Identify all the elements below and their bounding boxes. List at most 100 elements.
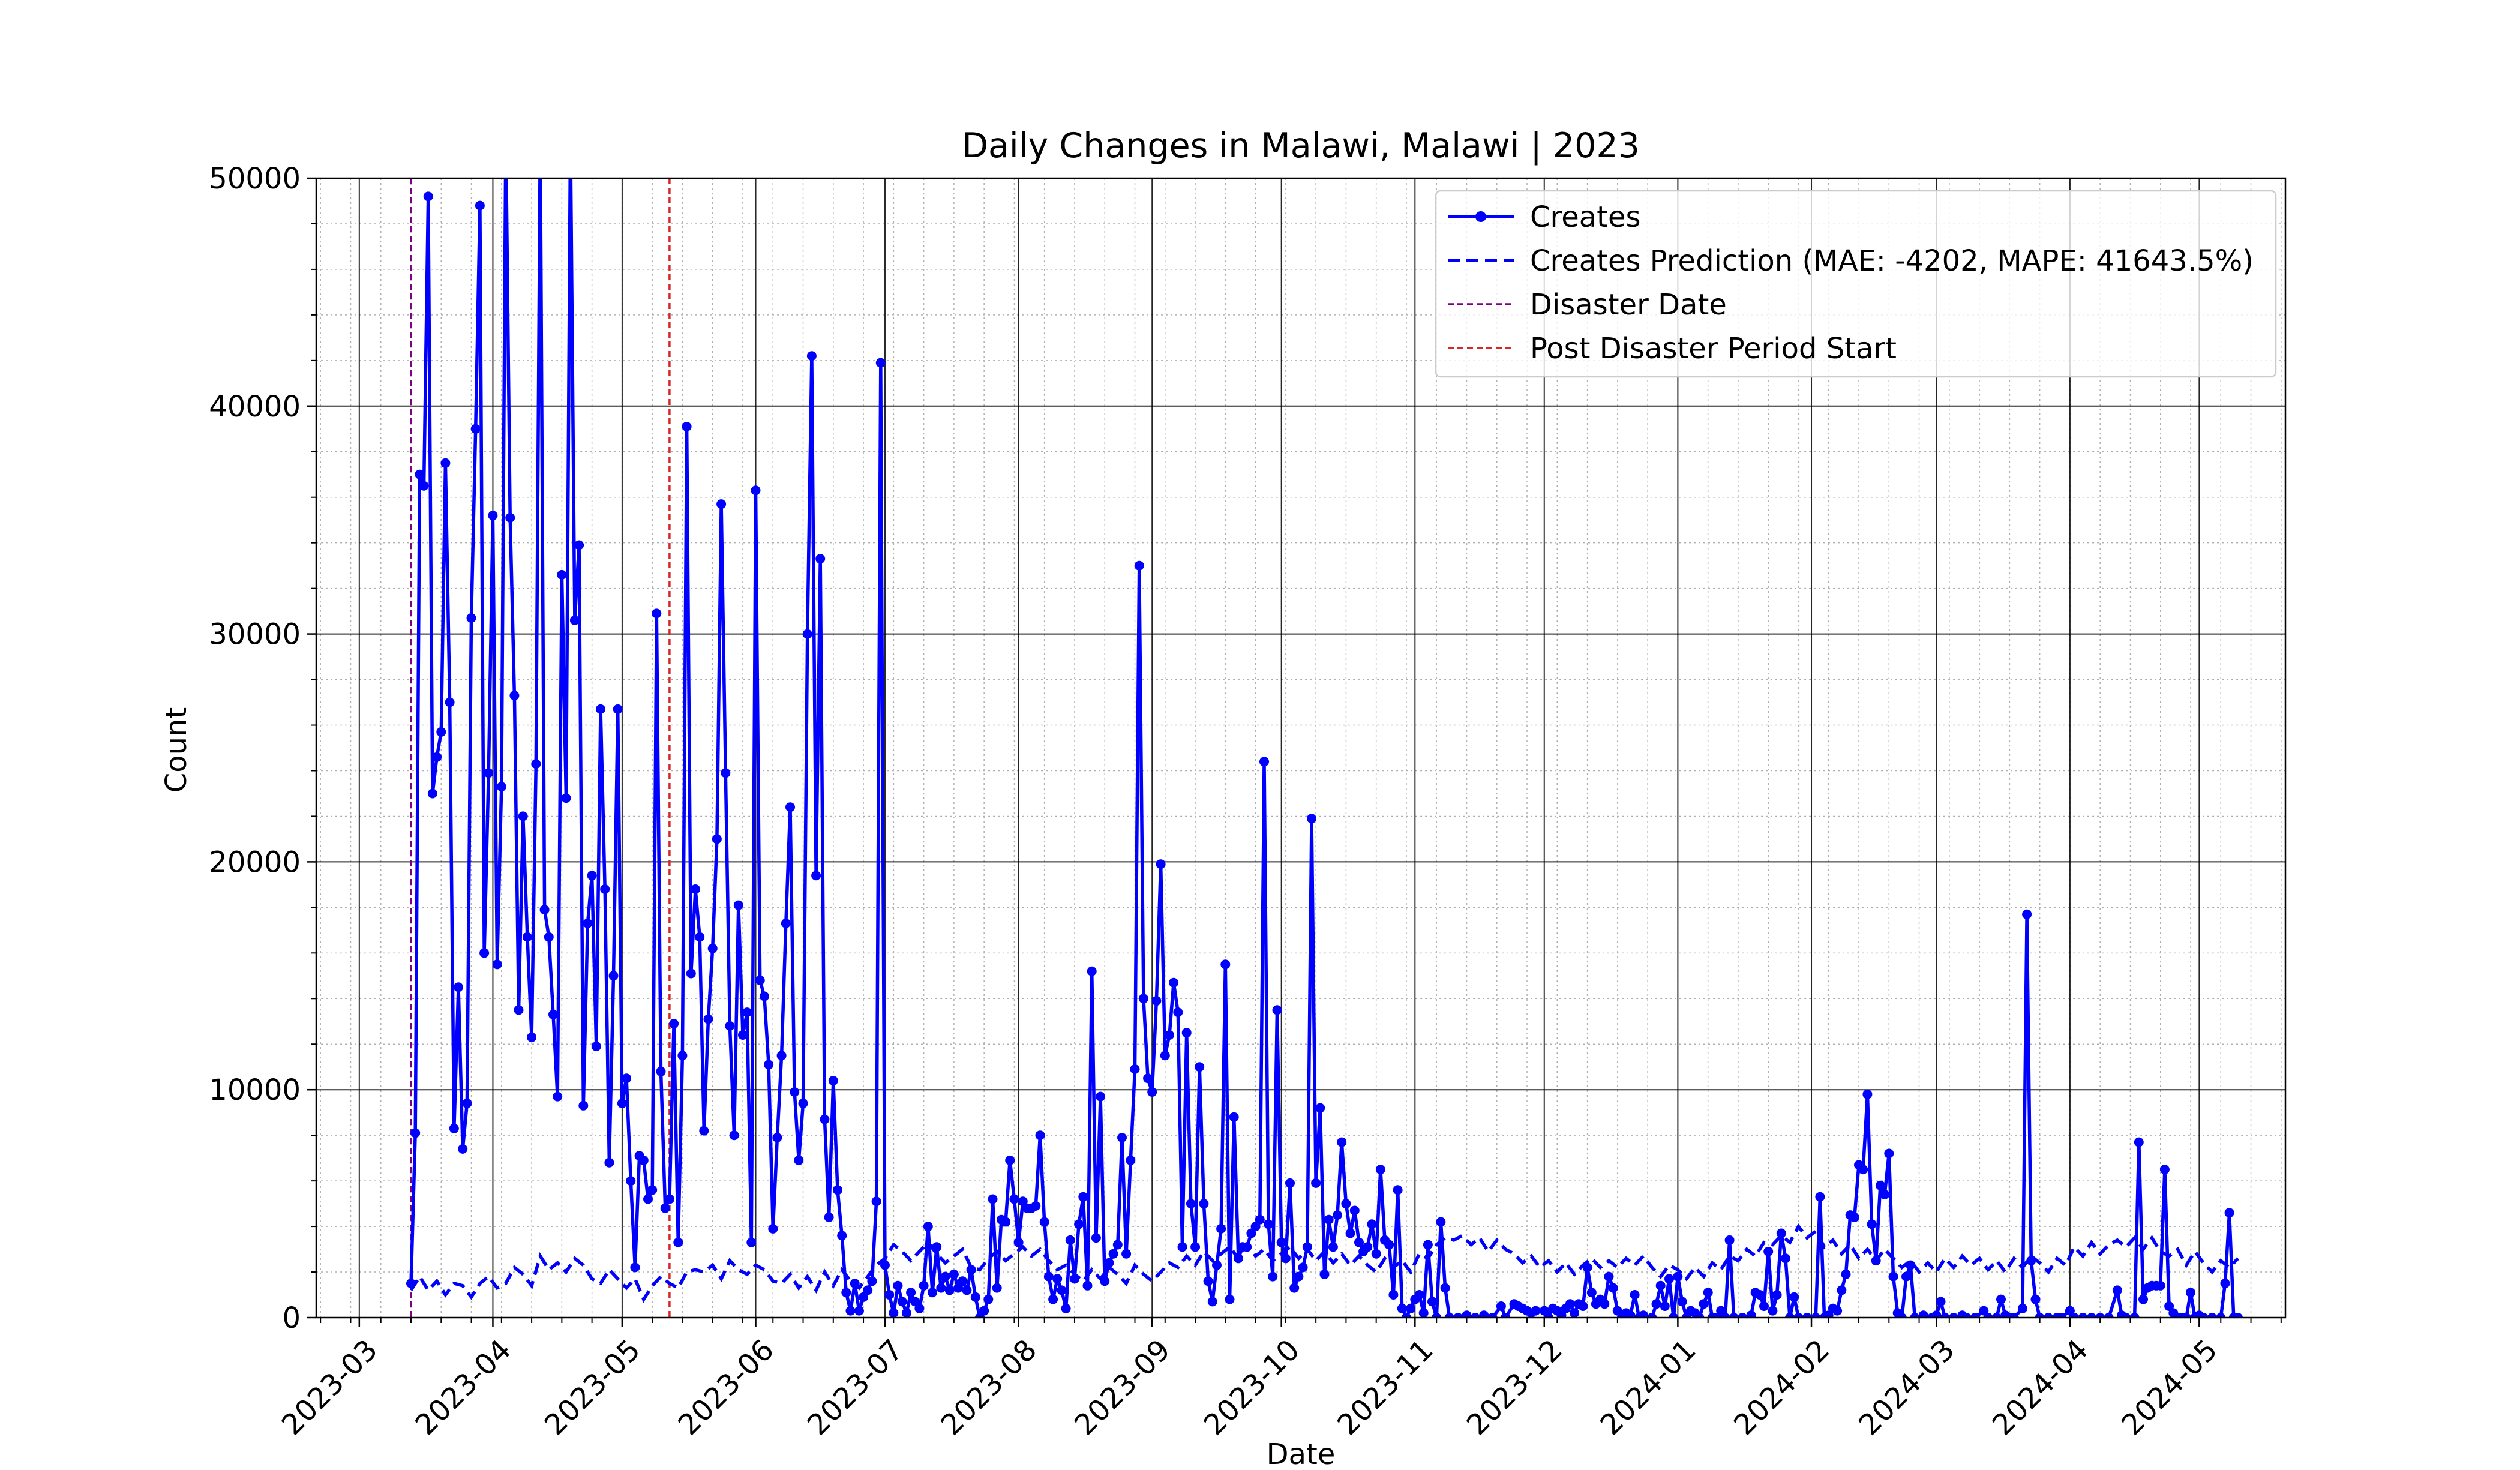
creates-point [841, 1288, 851, 1298]
creates-point [806, 351, 817, 361]
creates-point [1354, 1237, 1364, 1247]
creates-point [1991, 1313, 2002, 1318]
creates-point [940, 1271, 950, 1282]
creates-point [1983, 1313, 1993, 1318]
creates-point [958, 1276, 968, 1286]
creates-point [1849, 1212, 1859, 1222]
creates-point [1138, 994, 1148, 1004]
creates-point [1487, 1313, 1498, 1318]
legend-post-disaster-label: Post Disaster Period Start [1530, 332, 1897, 365]
creates-point [1337, 1137, 1347, 1147]
creates-point [406, 1279, 416, 1288]
creates-point [1074, 1219, 1084, 1229]
creates-point [1673, 1271, 1683, 1282]
creates-point [1612, 1306, 1622, 1316]
creates-point [1811, 1313, 1821, 1318]
creates-point [1061, 1303, 1071, 1313]
creates-point [1289, 1283, 1300, 1293]
creates-point [1311, 1178, 1321, 1188]
creates-point [725, 1021, 735, 1031]
creates-point [751, 485, 761, 496]
creates-point [1349, 1205, 1360, 1216]
creates-point [1035, 1130, 1045, 1141]
creates-point [1832, 1306, 1843, 1316]
creates-point [669, 1019, 679, 1029]
creates-point [1910, 1313, 1920, 1318]
creates-point [1268, 1271, 1278, 1282]
creates-point [1543, 1313, 1553, 1318]
creates-point [1388, 1290, 1399, 1300]
creates-point [1048, 1294, 1058, 1304]
creates-point [1203, 1276, 1213, 1286]
creates-point [2134, 1137, 2144, 1147]
creates-point [1220, 959, 1231, 970]
creates-point [1837, 1285, 1847, 1295]
chart-title: Daily Changes in Malawi, Malawi | 2023 [962, 126, 1640, 166]
creates-point [569, 615, 580, 625]
creates-point [1470, 1313, 1480, 1318]
creates-point [1052, 1274, 1063, 1284]
creates-point [1630, 1290, 1640, 1300]
creates-point [1121, 1249, 1132, 1259]
creates-point [983, 1294, 994, 1304]
creates-point [1638, 1310, 1648, 1318]
creates-point [884, 1290, 895, 1300]
creates-point [1246, 1228, 1256, 1238]
y-axis: 0 10000 20000 30000 40000 50000 [209, 162, 316, 1335]
creates-point [712, 834, 722, 844]
creates-point [557, 569, 567, 580]
creates-point [1001, 1217, 1011, 1227]
plot-frame [315, 177, 2287, 1319]
creates-point [1931, 1310, 1942, 1318]
creates-point [1651, 1299, 1661, 1309]
creates-point [652, 608, 662, 619]
creates-point [445, 697, 455, 707]
creates-point [1285, 1178, 1295, 1188]
creates-point [1625, 1310, 1636, 1318]
creates-point [1100, 1276, 1110, 1286]
creates-point [944, 1285, 955, 1295]
creates-point [1031, 1201, 1041, 1211]
creates-point [1341, 1199, 1351, 1209]
creates-point [820, 1114, 830, 1124]
creates-point [695, 932, 705, 942]
creates-point [677, 1051, 688, 1061]
creates-point [643, 1194, 653, 1204]
creates-point [1880, 1189, 1890, 1199]
creates-point [1996, 1294, 2006, 1304]
creates-point [859, 1292, 869, 1302]
creates-point [781, 918, 791, 928]
creates-point [721, 768, 731, 778]
creates-point [423, 191, 433, 202]
creates-point [647, 1185, 658, 1195]
creates-point [1328, 1242, 1338, 1252]
creates-point [716, 499, 727, 509]
creates-point [1117, 1133, 1127, 1142]
creates-point [2022, 909, 2032, 919]
creates-point [1264, 1219, 1274, 1229]
creates-point [1444, 1313, 1454, 1318]
creates-point [2198, 1313, 2209, 1318]
creates-point [1570, 1308, 1579, 1318]
creates-point [1216, 1223, 1226, 1234]
creates-point [1096, 1091, 1106, 1102]
creates-point [630, 1262, 640, 1273]
x-axis-label: Date [1267, 1438, 1336, 1470]
creates-point [1018, 1196, 1028, 1207]
legend-creates-marker [1475, 211, 1486, 222]
creates-point [1229, 1112, 1239, 1122]
creates-point [875, 358, 886, 368]
creates-point [484, 768, 494, 778]
creates-point [833, 1185, 842, 1195]
creates-point [966, 1265, 976, 1275]
creates-point [2035, 1313, 2045, 1318]
creates-point [1199, 1199, 1209, 1209]
creates-point [1259, 757, 1269, 767]
creates-point [626, 1176, 636, 1186]
creates-point [1177, 1242, 1187, 1252]
creates-point [1802, 1313, 1812, 1318]
creates-point [410, 1128, 421, 1138]
creates-point [1212, 1260, 1222, 1270]
creates-point [893, 1280, 903, 1291]
creates-point [1147, 1087, 1157, 1097]
